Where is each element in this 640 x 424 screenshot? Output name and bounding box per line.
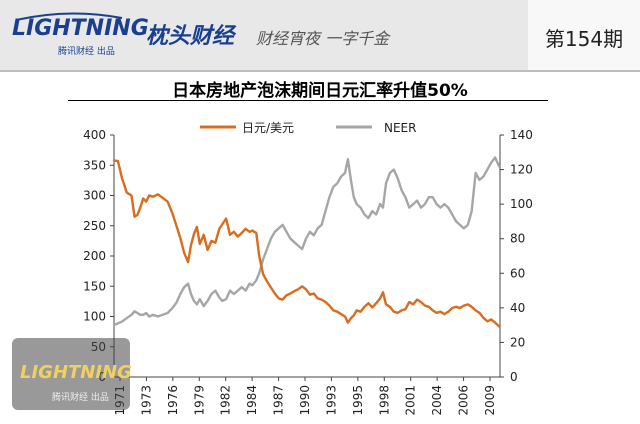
header-divider	[0, 70, 640, 72]
left-tick-label: 150	[83, 279, 106, 293]
watermark-text: LIGHTNING	[20, 362, 132, 383]
x-tick-label: 1984	[245, 385, 259, 416]
right-tick-label: 60	[510, 266, 525, 280]
x-tick-label: 1990	[298, 385, 312, 416]
header-bar: LIGHTNING 腾讯财经 出品 · 枕头财经 财经宵夜 一字千金 第154期	[0, 0, 640, 72]
x-tick-label: 2006	[457, 385, 471, 416]
legend-label-yen-usd: 日元/美元	[242, 121, 294, 135]
chart-legend: 日元/美元 NEER	[200, 121, 416, 135]
watermark-logo: LIGHTNING 腾讯财经 出品	[12, 338, 132, 410]
chart-title: 日本房地产泡沫期间日元汇率升值50%	[172, 81, 468, 101]
right-axis-ticks: 0 20 40 60 80 100 120 140	[500, 128, 533, 384]
series-line-neer	[112, 156, 501, 327]
x-tick-label: 1979	[192, 385, 206, 416]
right-tick-label: 80	[510, 232, 525, 246]
watermark-subtitle: 腾讯财经 出品	[52, 393, 109, 403]
column-name: 枕头财经	[146, 24, 235, 49]
right-tick-label: 100	[510, 197, 533, 211]
x-tick-label: 2009	[483, 385, 497, 416]
x-tick-label: 1987	[272, 385, 286, 416]
issue-number: 第154期	[544, 27, 624, 51]
left-tick-label: 100	[83, 310, 106, 324]
x-tick-label: 1973	[139, 385, 153, 416]
right-tick-label: 0	[510, 370, 518, 384]
title-underline	[68, 100, 548, 101]
x-tick-label: 1982	[219, 385, 233, 416]
right-tick-label: 140	[510, 128, 533, 142]
right-tick-label: 20	[510, 335, 525, 349]
x-tick-label: 1995	[351, 385, 365, 416]
right-tick-label: 40	[510, 301, 525, 315]
left-tick-label: 250	[83, 219, 106, 233]
slogan: 财经宵夜 一字千金	[256, 29, 390, 48]
logo-swoosh-icon	[15, 12, 123, 21]
right-tick-label: 120	[510, 163, 533, 177]
x-tick-label: 2001	[404, 385, 418, 416]
left-tick-label: 200	[83, 249, 106, 263]
logo-text: LIGHTNING	[12, 16, 149, 41]
left-tick-label: 350	[83, 158, 106, 172]
legend-label-neer: NEER	[384, 121, 416, 135]
x-tick-label: 2004	[430, 385, 444, 416]
x-axis-ticks: 1971197319761979198219841987199019931995…	[113, 377, 497, 416]
chart-axes	[113, 135, 501, 378]
logo-separator: ·	[130, 18, 139, 43]
x-tick-label: 1993	[324, 385, 338, 416]
logo-subtitle: 腾讯财经 出品	[58, 47, 115, 57]
left-tick-label: 400	[83, 128, 106, 142]
issue-box: 第154期	[528, 0, 640, 70]
series-line-yen-usd	[112, 159, 501, 328]
x-tick-label: 1976	[166, 385, 180, 416]
x-tick-label: 1998	[377, 385, 391, 416]
left-tick-label: 300	[83, 189, 106, 203]
series-layer	[112, 156, 501, 328]
